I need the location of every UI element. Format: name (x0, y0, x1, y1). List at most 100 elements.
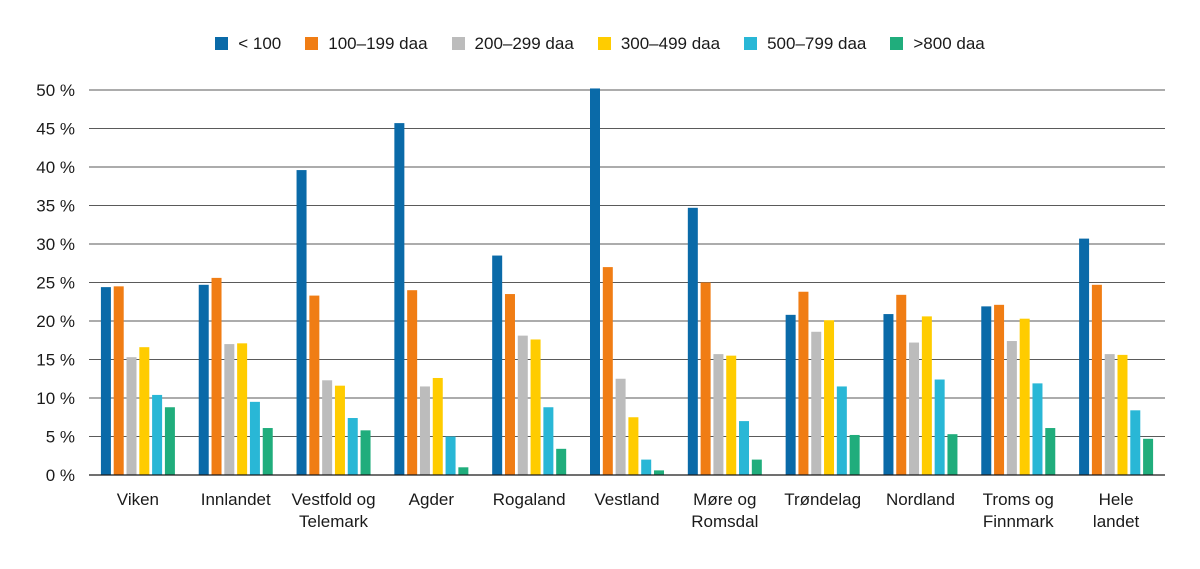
bar (211, 277, 222, 475)
x-category-label: Vestland (594, 490, 659, 509)
bar (798, 291, 809, 475)
bar (530, 339, 541, 475)
bar (824, 320, 835, 475)
x-category-label: Telemark (299, 512, 368, 531)
bar (1117, 354, 1128, 475)
y-tick-label: 30 % (36, 235, 75, 254)
bar (432, 377, 443, 475)
y-tick-label: 25 % (36, 274, 75, 293)
bar (249, 401, 260, 475)
x-category-label: Møre og (693, 490, 756, 509)
legend-swatch (215, 36, 229, 50)
bar (921, 316, 932, 475)
bar (739, 421, 750, 475)
legend-swatch (451, 36, 465, 50)
bar (322, 380, 333, 475)
bar (849, 434, 860, 475)
y-tick-label: 40 % (36, 158, 75, 177)
bar (347, 418, 358, 475)
legend-label: < 100 (238, 33, 282, 53)
bar (713, 354, 724, 475)
x-category-label: Innlandet (201, 490, 271, 509)
x-category-label: Trøndelag (784, 490, 861, 509)
y-tick-label: 5 % (46, 428, 75, 447)
x-category-label: Troms og (983, 490, 1054, 509)
legend-label: 100–199 daa (328, 33, 428, 53)
bar (615, 378, 626, 475)
bar (309, 295, 320, 475)
legend-swatch (744, 36, 758, 50)
y-tick-label: 0 % (46, 466, 75, 485)
x-category-label: Agder (409, 490, 455, 509)
bar (419, 386, 430, 475)
bar (909, 342, 920, 475)
bar (543, 407, 554, 475)
bar (360, 430, 371, 475)
bar (1143, 438, 1154, 475)
bar (296, 170, 307, 475)
x-category-label: Romsdal (691, 512, 758, 531)
bar (113, 286, 124, 475)
y-tick-label: 15 % (36, 351, 75, 370)
x-category-label: Viken (117, 490, 159, 509)
legend-item: 500–799 daa (744, 34, 866, 54)
bar (883, 314, 894, 475)
bar (896, 294, 907, 475)
bar (811, 331, 822, 475)
x-category-label: Nordland (886, 490, 955, 509)
legend-swatch (890, 36, 904, 50)
bar (1079, 238, 1090, 475)
bar (458, 467, 469, 475)
legend-item: 100–199 daa (305, 33, 428, 54)
legend-label: >800 daa (913, 33, 985, 53)
bar (602, 267, 613, 475)
bar (947, 434, 958, 475)
bar (700, 282, 711, 475)
bar (934, 379, 945, 475)
legend-swatch (597, 36, 611, 50)
x-category-label: Finnmark (983, 512, 1054, 531)
bar (785, 314, 796, 475)
bar (641, 459, 652, 475)
bar (994, 304, 1005, 475)
x-category-label: Vestfold og (291, 490, 375, 509)
bar (445, 436, 456, 475)
bar (1045, 428, 1056, 475)
legend-label: 200–299 daa (474, 33, 574, 53)
bar (628, 417, 639, 475)
bar (687, 207, 698, 475)
y-tick-label: 50 % (36, 81, 75, 100)
bar (654, 470, 664, 475)
y-tick-label: 35 % (36, 197, 75, 216)
y-tick-label: 10 % (36, 389, 75, 408)
bar (556, 448, 567, 475)
legend-label: 500–799 daa (767, 33, 867, 53)
bar (334, 385, 345, 475)
bar (1032, 383, 1043, 475)
bar (517, 335, 528, 475)
y-tick-label: 45 % (36, 120, 75, 139)
bar (237, 343, 248, 475)
legend-item: < 100 (215, 34, 281, 54)
bar (981, 306, 992, 475)
bar (262, 428, 273, 475)
bar (492, 255, 503, 475)
legend-item: 200–299 daa (451, 33, 574, 54)
chart-legend: < 100 100–199 daa 200–299 daa 300–499 daa 50… (0, 33, 1200, 54)
bar (152, 394, 163, 475)
bar (751, 459, 762, 475)
bar (224, 344, 235, 475)
bar (1006, 341, 1017, 475)
bar (1091, 284, 1102, 475)
legend-swatch (305, 36, 319, 50)
legend-item: >800 daa (890, 33, 985, 54)
bar (394, 123, 405, 476)
legend-label: 300–499 daa (620, 33, 721, 53)
x-category-label: Hele (1099, 490, 1134, 509)
bar (126, 357, 137, 475)
bar (198, 284, 209, 475)
bar (1130, 410, 1141, 475)
bar (164, 407, 175, 475)
bar (1104, 354, 1115, 475)
